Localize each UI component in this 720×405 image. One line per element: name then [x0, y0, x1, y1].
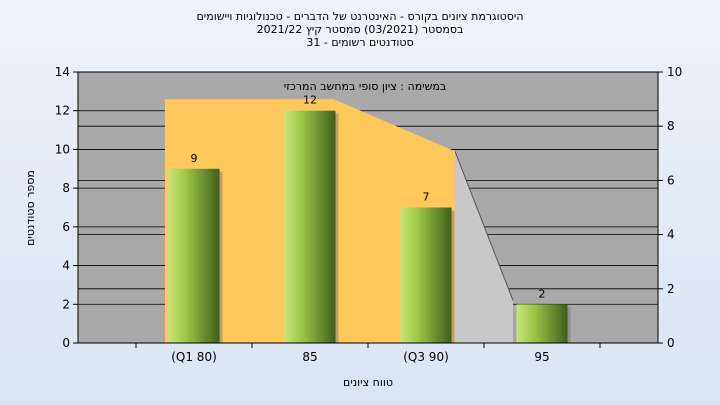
bar: [284, 110, 336, 343]
x-tick-label: (Q3 90): [403, 350, 449, 364]
y2-tick-label: 2: [667, 282, 675, 296]
y2-tick-label: 0: [667, 336, 675, 350]
x-axis-label: טווח ציונים: [343, 376, 393, 389]
y-tick-label: 2: [62, 297, 70, 311]
bar-value-label: 9: [191, 152, 198, 165]
y2-tick-label: 6: [667, 173, 675, 187]
y-tick-label: 10: [55, 142, 70, 156]
chart-annotation: במשימה : ציון סופי במחשב המרכזי: [284, 80, 447, 93]
bar: [516, 304, 568, 343]
bar: [168, 168, 220, 343]
chart-title-line-3: סטודנטים רשומים - 31: [306, 36, 414, 49]
y-tick-label: 0: [62, 336, 70, 350]
y-tick-label: 6: [62, 220, 70, 234]
y-tick-label: 4: [62, 259, 70, 273]
bar: [400, 207, 452, 343]
bar-value-label: 2: [539, 287, 546, 300]
y2-tick-label: 10: [667, 65, 682, 79]
y-tick-label: 8: [62, 181, 70, 195]
bar-value-label: 7: [423, 191, 430, 204]
bar-value-label: 12: [303, 94, 317, 107]
y-axis-label: מספר סטודנטים: [24, 170, 37, 246]
chart-title-line-1: היסטוגרמת ציונים בקורס - האינטרנט של הדב…: [196, 10, 524, 23]
y-tick-label: 12: [55, 104, 70, 118]
y2-tick-label: 4: [667, 228, 675, 242]
y2-tick-label: 8: [667, 119, 675, 133]
distribution-line: [454, 151, 514, 301]
x-tick-label: (Q1 80): [171, 350, 217, 364]
x-tick-label: 85: [302, 350, 317, 364]
x-tick-label: 95: [534, 350, 549, 364]
chart-title-line-2: בסמסטר (03/2021) סמסטר קיץ 2021/22: [256, 23, 464, 36]
y-tick-label: 14: [55, 65, 70, 79]
